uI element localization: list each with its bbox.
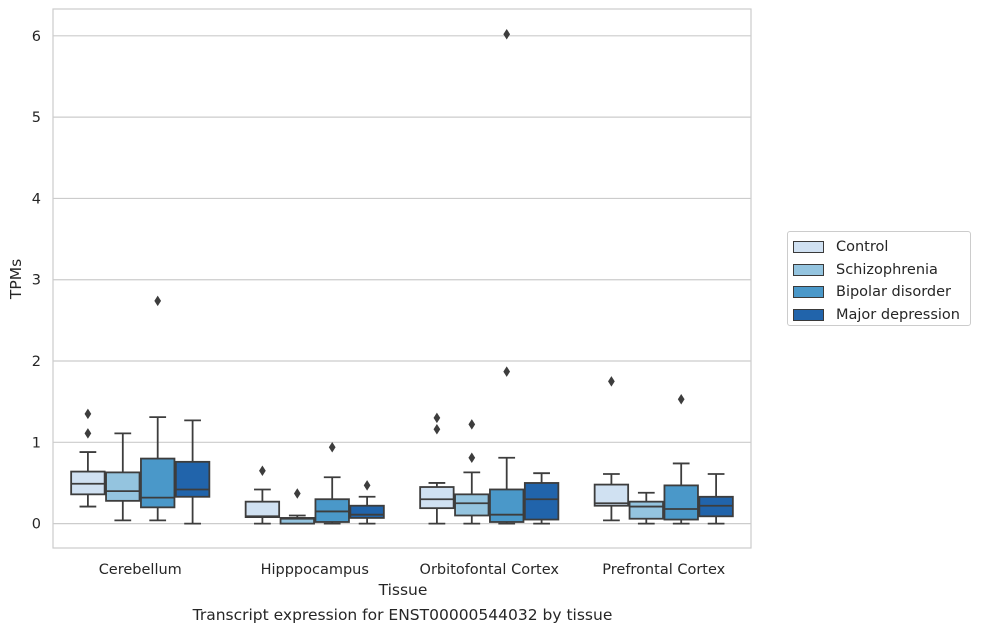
outlier-point xyxy=(468,452,476,464)
grid-lines xyxy=(53,35,751,525)
y-tick-label: 2 xyxy=(32,354,41,370)
outlier-point xyxy=(154,295,162,307)
x-tick-label: Prefrontal Cortex xyxy=(602,562,725,578)
box-control xyxy=(70,408,106,508)
box-iqr xyxy=(663,484,699,521)
box-iqr xyxy=(244,500,281,519)
box-iqr xyxy=(523,482,560,521)
y-tick-label: 0 xyxy=(32,517,41,533)
chart-caption: Transcript expression for ENST0000054403… xyxy=(192,606,613,624)
outlier-point xyxy=(328,441,336,453)
legend-item-control: Control xyxy=(793,236,970,259)
legend-swatch xyxy=(793,308,824,321)
box-schizophrenia xyxy=(105,432,141,522)
box-iqr xyxy=(174,460,211,498)
x-tick-label: Hipppocampus xyxy=(261,562,369,578)
x-tick-label: Cerebellum xyxy=(99,562,182,578)
outlier-point xyxy=(433,412,441,424)
legend-label: Major depression xyxy=(836,306,960,323)
legend-label: Bipolar disorder xyxy=(836,284,951,301)
outlier-point xyxy=(503,28,511,40)
outlier-point xyxy=(293,488,301,499)
box-control xyxy=(593,376,630,522)
box-major-depression xyxy=(174,419,211,525)
outlier-point xyxy=(84,428,92,439)
box-bipolar-disorder xyxy=(663,393,699,525)
outlier-point xyxy=(433,424,441,435)
legend-swatch xyxy=(793,286,824,299)
box-bipolar-disorder xyxy=(489,28,525,525)
x-tick-label: Orbitofontal Cortex xyxy=(420,562,560,578)
legend-item-bipolar-disorder: Bipolar disorder xyxy=(793,281,970,304)
outlier-point xyxy=(259,465,266,477)
legend-label: Control xyxy=(836,239,889,256)
outlier-point xyxy=(677,393,685,405)
box-groups xyxy=(70,28,734,525)
legend: Control Schizophrenia Bipolar disorder M… xyxy=(787,231,971,326)
box-iqr xyxy=(105,471,141,502)
legend-swatch xyxy=(793,263,824,276)
legend-swatch xyxy=(793,241,824,254)
y-tick-labels: 0 1 2 3 4 5 6 xyxy=(32,29,41,533)
box-iqr xyxy=(593,483,630,507)
box-major-depression xyxy=(523,472,560,525)
y-tick-label: 3 xyxy=(32,273,41,289)
legend-item-major-depression: Major depression xyxy=(793,304,970,327)
box-iqr xyxy=(454,493,490,517)
y-tick-label: 4 xyxy=(32,191,41,207)
box-schizophrenia xyxy=(628,491,664,525)
box-iqr xyxy=(489,488,525,523)
plot-frame xyxy=(52,8,752,549)
outlier-point xyxy=(608,376,615,387)
box-bipolar-disorder xyxy=(140,295,176,522)
box-control xyxy=(419,412,455,525)
box-iqr xyxy=(419,486,455,510)
outlier-point xyxy=(84,408,92,420)
x-axis-label: Tissue xyxy=(378,581,428,599)
box-major-depression xyxy=(698,473,734,525)
outlier-point xyxy=(363,480,371,491)
box-control xyxy=(244,465,281,525)
box-bipolar-disorder xyxy=(314,441,350,525)
outlier-point xyxy=(468,419,476,430)
outlier-point xyxy=(503,366,511,377)
box-major-depression xyxy=(349,480,385,525)
box-schizophrenia xyxy=(279,488,315,525)
y-axis-label: TPMs xyxy=(7,259,25,300)
box-iqr xyxy=(140,457,176,509)
x-tick-labels: Cerebellum Hipppocampus Orbitofontal Corte… xyxy=(99,562,726,578)
legend-label: Schizophrenia xyxy=(836,261,938,278)
legend-item-schizophrenia: Schizophrenia xyxy=(793,259,970,282)
y-tick-label: 6 xyxy=(32,29,41,45)
box-iqr xyxy=(628,500,664,520)
box-iqr xyxy=(349,504,385,519)
y-tick-label: 5 xyxy=(32,110,41,126)
box-schizophrenia xyxy=(454,419,490,525)
y-tick-label: 1 xyxy=(32,435,41,451)
